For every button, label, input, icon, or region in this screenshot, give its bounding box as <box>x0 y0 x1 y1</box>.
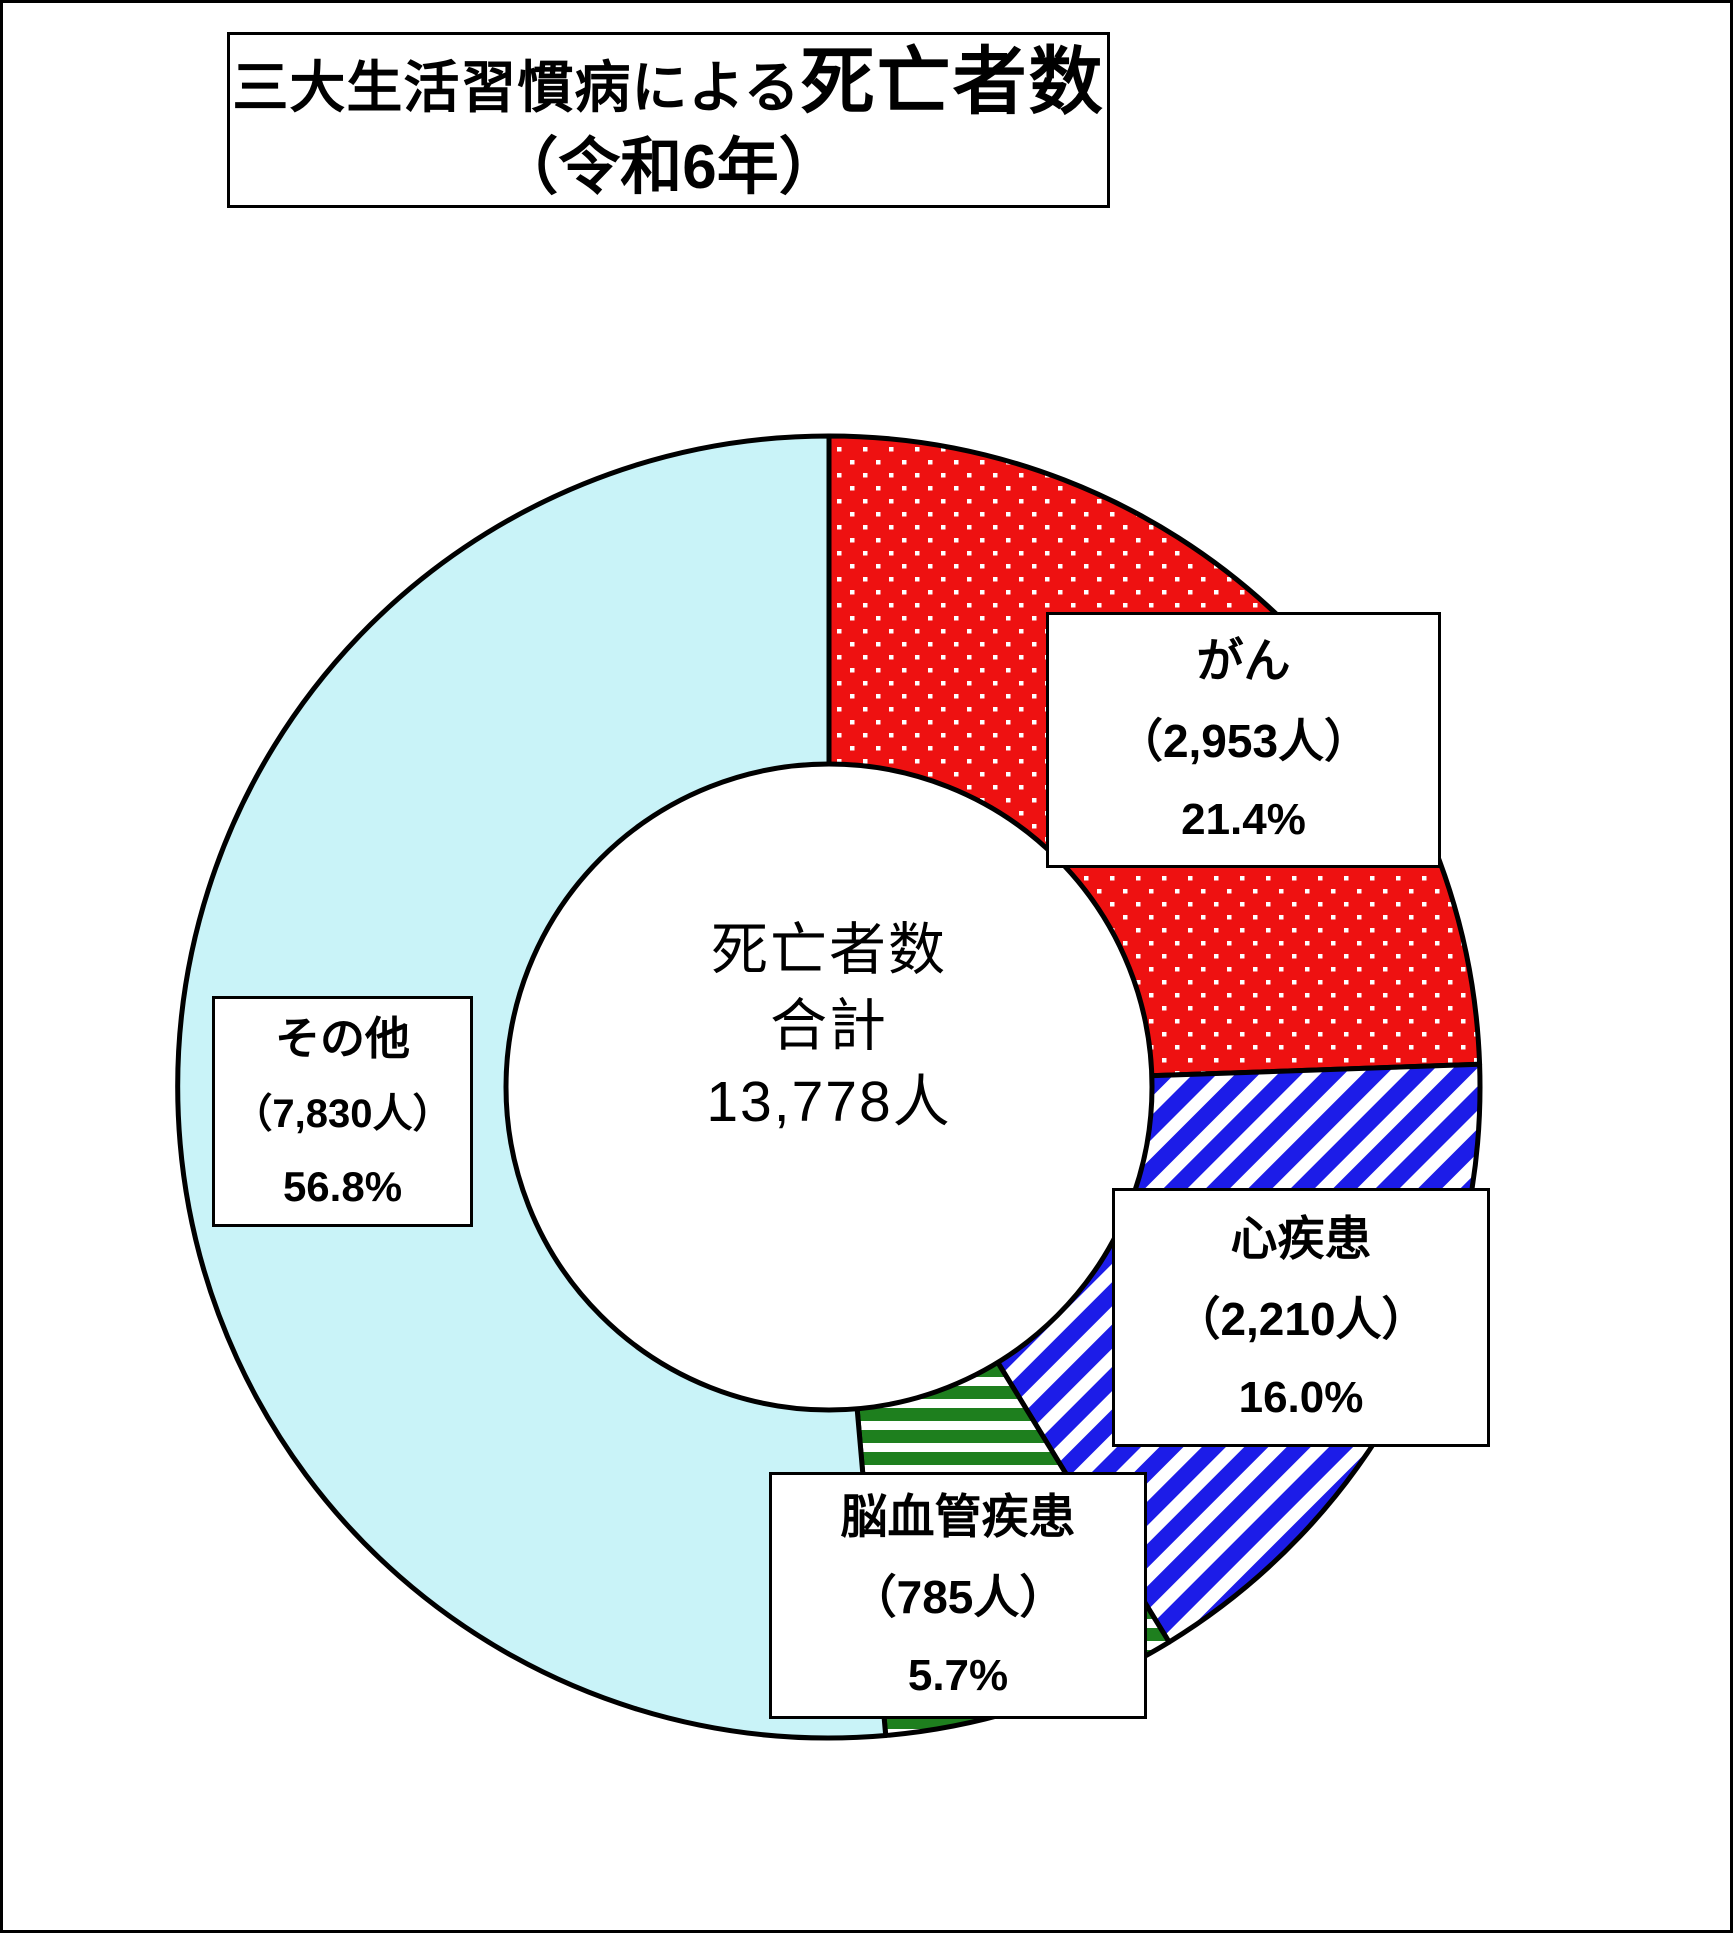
slice-percent: 21.4% <box>1181 795 1306 844</box>
center-line-2: 合計 <box>770 994 888 1058</box>
slice-percent: 5.7% <box>907 1650 1009 1700</box>
slice-count: （785人） <box>850 1570 1066 1623</box>
slice-name: 脳血管疾患 <box>840 1489 1076 1543</box>
center-line-1: 死亡者数 <box>711 918 947 982</box>
label-box-other: その他 （7,830人） 56.8% <box>212 996 473 1227</box>
center-total-label: 死亡者数 合計 13,778人 <box>529 912 1129 1140</box>
slice-name: その他 <box>274 1012 410 1064</box>
slice-percent: 56.8% <box>282 1162 403 1210</box>
label-box-heart-disease: 心疾患 （2,210人） 16.0% <box>1112 1188 1490 1447</box>
slice-name: 心疾患 <box>1230 1211 1372 1265</box>
label-box-cancer: がん （2,953人） 21.4% <box>1046 612 1441 868</box>
slice-name: がん <box>1196 634 1291 687</box>
slice-count: （2,953人） <box>1116 715 1371 767</box>
label-box-cerebrovascular: 脳血管疾患 （785人） 5.7% <box>769 1472 1147 1719</box>
slice-percent: 16.0% <box>1238 1372 1364 1422</box>
chart-title-box: 三大生活習慣病による死亡者数 （令和6年） <box>227 32 1110 208</box>
title-emphasis: 死亡者数 <box>800 40 1105 123</box>
donut-hole <box>503 761 1155 1413</box>
chart-subtitle: （令和6年） <box>496 133 841 202</box>
title-prefix: 三大生活習慣病による <box>232 56 801 119</box>
center-line-3: 13,778人 <box>706 1070 952 1134</box>
slice-count: （2,210人） <box>1174 1292 1428 1345</box>
chart-title: 三大生活習慣病による死亡者数 <box>232 37 1104 133</box>
slice-count: （7,830人） <box>232 1091 453 1136</box>
